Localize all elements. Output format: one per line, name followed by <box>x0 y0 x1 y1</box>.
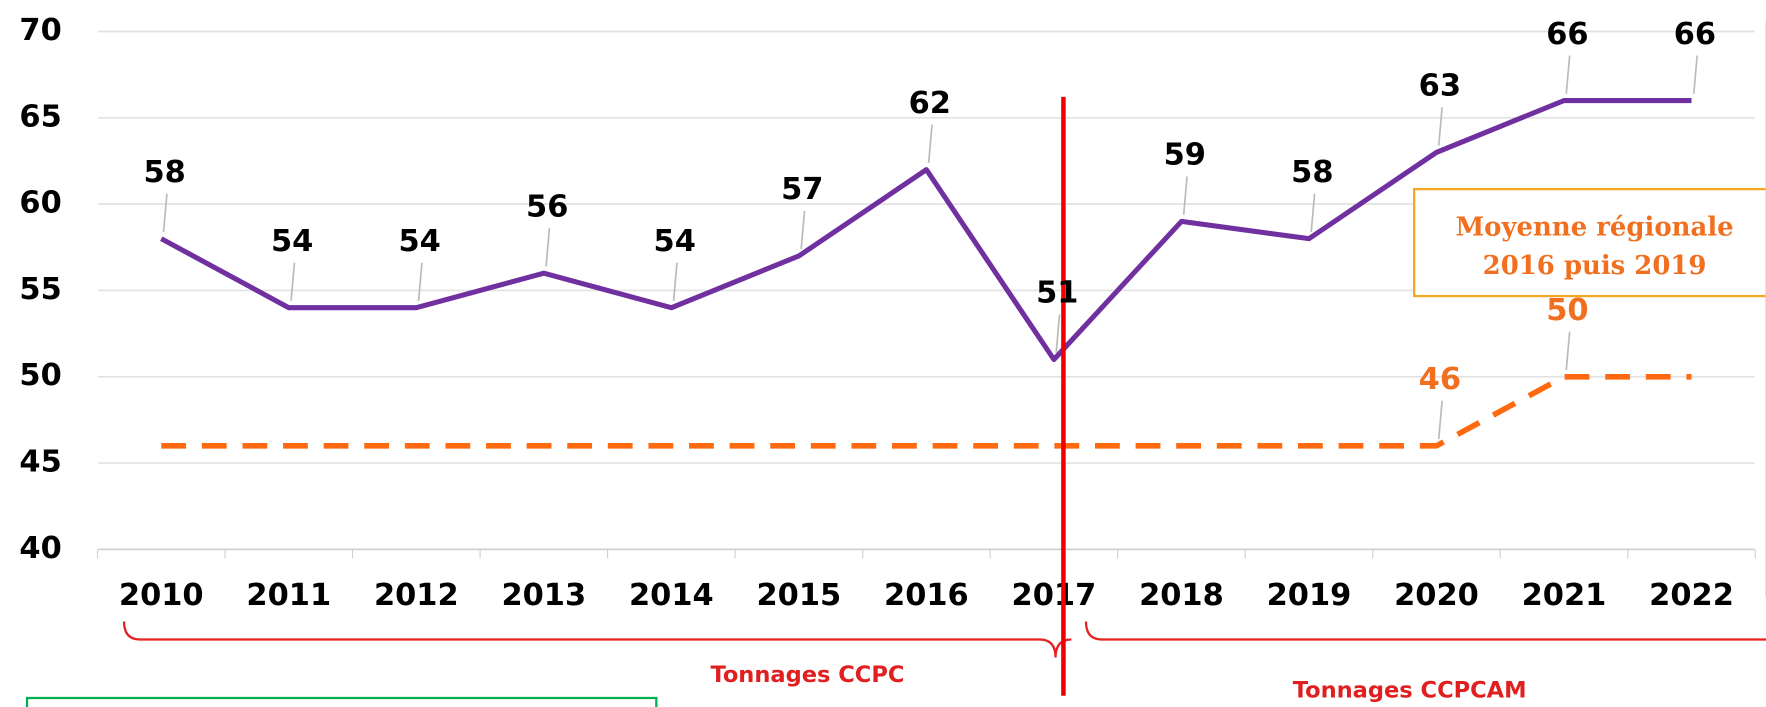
x-tick-label: 2017 <box>1012 578 1097 613</box>
data-label: 50 <box>1546 293 1588 328</box>
leader-line <box>417 262 423 302</box>
leader-line <box>672 262 678 302</box>
brace-label: Tonnages CCPC <box>710 662 904 688</box>
plot: 40 45 50 55 60 65 70 <box>19 13 1756 566</box>
x-tick-label: 2016 <box>884 578 969 613</box>
leader-line <box>1055 314 1061 353</box>
y-tick-label: 55 <box>19 272 61 307</box>
x-tick-label: 2013 <box>501 578 586 613</box>
x-tick-label: 2018 <box>1139 578 1224 613</box>
x-tick-label: 2015 <box>757 578 842 613</box>
data-label: 56 <box>526 189 568 224</box>
data-label: 57 <box>781 172 823 207</box>
x-tick-label: 2012 <box>374 578 459 613</box>
leader-line <box>162 193 168 232</box>
x-tick-label: 2021 <box>1522 578 1607 613</box>
x-tick-label: 2014 <box>629 578 714 613</box>
box-text: 2016 puis 2019 <box>1483 251 1707 281</box>
data-label: 66 <box>1546 17 1588 52</box>
x-tick-label: 2020 <box>1394 578 1479 613</box>
leader-line <box>1565 331 1571 371</box>
data-label: 58 <box>143 155 185 190</box>
data-label: 58 <box>1291 155 1333 190</box>
leader-line <box>1437 400 1443 440</box>
data-label: 59 <box>1164 138 1206 173</box>
green-box <box>25 696 658 707</box>
data-label: 66 <box>1674 17 1716 52</box>
legend-box <box>1413 188 1766 298</box>
y-tick-label: 40 <box>19 531 61 566</box>
leader-line <box>1310 193 1316 232</box>
box-text: Moyenne régionale <box>1455 213 1733 243</box>
leader-line <box>1437 107 1443 146</box>
y-tick-label: 60 <box>19 186 61 221</box>
leader-line <box>800 210 806 250</box>
leader-line <box>290 262 296 302</box>
data-label: 46 <box>1419 362 1461 397</box>
data-label: 62 <box>909 86 951 121</box>
brace-label: Tonnages CCPCAM <box>1293 678 1527 704</box>
brace <box>122 621 1072 658</box>
y-tick-label: 50 <box>19 358 61 393</box>
data-label: 51 <box>1036 276 1078 311</box>
data-label: 54 <box>654 224 696 259</box>
x-tick-label: 2011 <box>246 578 331 613</box>
leader-line <box>1182 176 1188 215</box>
leader-line <box>1565 55 1571 94</box>
x-tick-label: 2022 <box>1649 578 1734 613</box>
brace <box>1084 621 1766 641</box>
x-tick-label: 2010 <box>119 578 204 613</box>
y-tick-label: 70 <box>19 13 61 48</box>
series-line <box>160 98 1692 363</box>
y-tick-label: 45 <box>19 445 61 480</box>
leader-line <box>927 124 933 163</box>
data-label: 63 <box>1419 69 1461 104</box>
data-label: 54 <box>399 224 441 259</box>
data-label: 54 <box>271 224 313 259</box>
series-line <box>161 373 1692 449</box>
leader-line <box>1692 55 1699 94</box>
leader-line <box>545 228 551 267</box>
y-tick-label: 65 <box>19 99 61 134</box>
x-tick-label: 2019 <box>1267 578 1352 613</box>
